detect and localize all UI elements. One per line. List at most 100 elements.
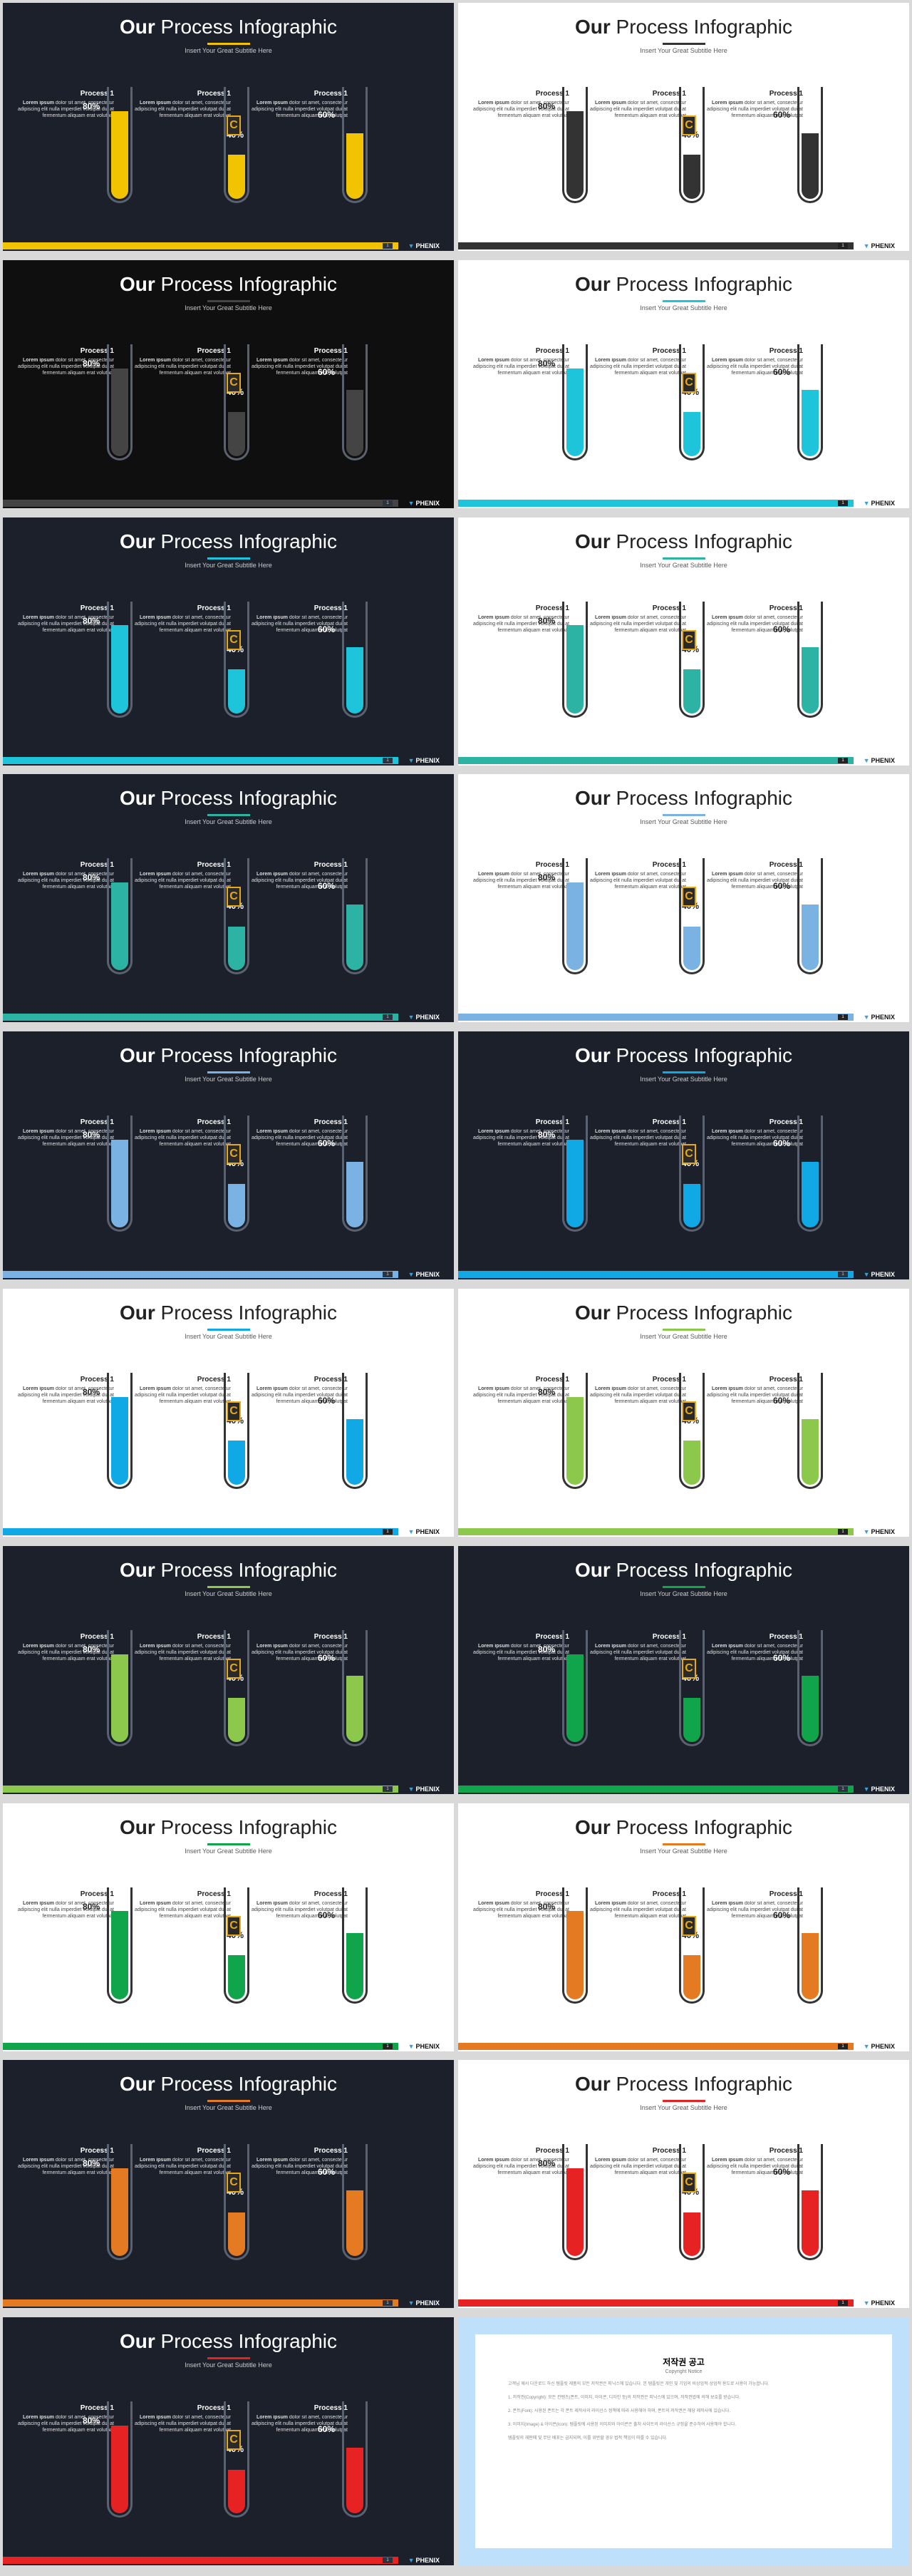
process-block-3: Process 1 Lorem ipsum dolor sit amet, con… (241, 90, 348, 119)
tube-fill (802, 2190, 819, 2257)
process-description: Lorem ipsum dolor sit amet, consectetur … (579, 871, 686, 890)
title-underline (207, 2357, 250, 2360)
logo-text: PHENIX (871, 1528, 895, 1535)
process-description: Lorem ipsum dolor sit amet, consectetur … (696, 2157, 803, 2176)
slide-9[interactable]: Our Process Infographic Insert Your Great… (3, 1031, 454, 1280)
process-title: Process 1 (80, 2404, 114, 2413)
process-title: Process 1 (769, 604, 803, 612)
slide-19[interactable]: Our Process Infographic Insert Your Great… (3, 2317, 454, 2566)
test-tube-3 (797, 1887, 823, 2004)
process-title: Process 1 (535, 604, 569, 612)
process-description: Lorem ipsum dolor sit amet, consectetur … (241, 871, 348, 890)
logo-text: PHENIX (415, 242, 440, 249)
title-bold: Our (574, 1558, 611, 1581)
slide-3[interactable]: Our Process Infographic Insert Your Great… (3, 259, 454, 508)
process-desc-bold: Lorem ipsum (23, 357, 54, 363)
slide-title: Our Process Infographic (458, 530, 909, 553)
process-desc-bold: Lorem ipsum (140, 2415, 171, 2421)
tube-fill (228, 669, 245, 713)
process-block-3: Process 1 Lorem ipsum dolor sit amet, con… (241, 1376, 348, 1405)
process-desc-bold: Lorem ipsum (712, 872, 743, 877)
test-tube-1 (562, 1629, 588, 1746)
phenix-bird-icon: ▼ (863, 499, 870, 507)
slide-17[interactable]: Our Process Infographic Insert Your Great… (3, 2060, 454, 2309)
process-block-3: Process 1 Lorem ipsum dolor sit amet, con… (696, 90, 803, 119)
test-tube-2 (224, 1629, 249, 1746)
process-desc-bold: Lorem ipsum (140, 1900, 171, 1906)
slide-2[interactable]: Our Process Infographic Insert Your Great… (458, 3, 909, 251)
process-description: Lorem ipsum dolor sit amet, consectetur … (696, 1386, 803, 1405)
test-tube-3 (797, 601, 823, 718)
process-desc-bold: Lorem ipsum (140, 614, 171, 620)
test-tube-3 (342, 87, 368, 203)
process-desc-text: dolor sit amet, consectetur adipiscing e… (706, 101, 803, 118)
phenix-bird-icon: ▼ (408, 2557, 415, 2565)
slide-12[interactable]: Our Process Infographic Insert Your Great… (458, 1289, 909, 1537)
percent-label-1: 80% (83, 615, 100, 626)
logo-text: PHENIX (871, 499, 895, 507)
percent-label-1: 80% (538, 1130, 556, 1140)
process-block-1: Process 1 Lorem ipsum dolor sit amet, con… (7, 2404, 114, 2433)
tube-fill (228, 1698, 245, 1742)
process-desc-text: dolor sit amet, consectetur adipiscing e… (134, 872, 231, 890)
process-description: Lorem ipsum dolor sit amet, consectetur … (462, 614, 569, 634)
logo: ▼ PHENIX (408, 1271, 440, 1278)
slide-6[interactable]: Our Process Infographic Insert Your Great… (458, 517, 909, 766)
process-block-1: Process 1 Lorem ipsum dolor sit amet, con… (7, 1633, 114, 1662)
slide-13[interactable]: Our Process Infographic Insert Your Great… (3, 1545, 454, 1794)
process-description: Lorem ipsum dolor sit amet, consectetur … (7, 100, 114, 119)
process-block-1: Process 1 Lorem ipsum dolor sit amet, con… (462, 604, 569, 634)
process-block-1: Process 1 Lorem ipsum dolor sit amet, con… (462, 1376, 569, 1405)
process-title: Process 1 (80, 1118, 114, 1127)
page-number: 1 (838, 1272, 848, 1278)
process-block-1: Process 1 Lorem ipsum dolor sit amet, con… (462, 90, 569, 119)
process-title: Process 1 (652, 346, 686, 355)
accent-bar (3, 2042, 398, 2050)
process-title: Process 1 (652, 1118, 686, 1127)
logo: ▼ PHENIX (864, 500, 895, 507)
process-description: Lorem ipsum dolor sit amet, consectetur … (696, 1900, 803, 1920)
process-title: Process 1 (80, 1376, 114, 1384)
process-desc-text: dolor sit amet, consectetur adipiscing e… (472, 872, 569, 890)
logo-text: PHENIX (871, 242, 895, 249)
process-title: Process 1 (769, 1376, 803, 1384)
process-desc-bold: Lorem ipsum (256, 2415, 288, 2421)
slide-5[interactable]: Our Process Infographic Insert Your Great… (3, 517, 454, 766)
process-desc-text: dolor sit amet, consectetur adipiscing e… (251, 872, 348, 890)
process-description: Lorem ipsum dolor sit amet, consectetur … (462, 871, 569, 890)
slide-16[interactable]: Our Process Infographic Insert Your Great… (458, 1803, 909, 2051)
slide-10[interactable]: Our Process Infographic Insert Your Great… (458, 1031, 909, 1280)
logo-text: PHENIX (415, 1271, 440, 1279)
title-underline (662, 1071, 705, 1074)
process-title: Process 1 (769, 1890, 803, 1898)
slide-4[interactable]: Our Process Infographic Insert Your Great… (458, 259, 909, 508)
slide-footer: 1 ▼ PHENIX (3, 2298, 454, 2308)
process-desc-bold: Lorem ipsum (712, 1643, 743, 1649)
tube-fill (566, 1654, 584, 1742)
slide-1[interactable]: Our Process Infographic Insert Your Great… (3, 3, 454, 251)
badge-c-icon: C (227, 1915, 241, 1936)
slide-15[interactable]: Our Process Infographic Insert Your Great… (3, 1803, 454, 2051)
process-block-3: Process 1 Lorem ipsum dolor sit amet, con… (241, 861, 348, 890)
slide-title: Our Process Infographic (458, 1044, 909, 1067)
badge-c-icon: C (227, 2173, 241, 2193)
slide-18[interactable]: Our Process Infographic Insert Your Great… (458, 2060, 909, 2309)
process-desc-text: dolor sit amet, consectetur adipiscing e… (17, 101, 114, 118)
slide-8[interactable]: Our Process Infographic Insert Your Great… (458, 774, 909, 1023)
process-desc-text: dolor sit amet, consectetur adipiscing e… (251, 1900, 348, 1919)
slide-title: Our Process Infographic (458, 2073, 909, 2096)
process-block-3: Process 1 Lorem ipsum dolor sit amet, con… (696, 1890, 803, 1920)
slide-11[interactable]: Our Process Infographic Insert Your Great… (3, 1289, 454, 1537)
process-desc-bold: Lorem ipsum (478, 1129, 509, 1135)
process-block-2: Process 1 Lorem ipsum dolor sit amet, con… (124, 2147, 231, 2176)
slide-7[interactable]: Our Process Infographic Insert Your Great… (3, 774, 454, 1023)
title-rest: Process Infographic (616, 1815, 793, 1838)
test-tube-1 (107, 1116, 133, 1232)
process-desc-bold: Lorem ipsum (712, 1900, 743, 1906)
slide-14[interactable]: Our Process Infographic Insert Your Great… (458, 1545, 909, 1794)
process-block-2: Process 1 Lorem ipsum dolor sit amet, con… (579, 2147, 686, 2176)
process-desc-bold: Lorem ipsum (478, 357, 509, 363)
badge-c-icon: C (227, 1658, 241, 1679)
process-block-3: Process 1 Lorem ipsum dolor sit amet, con… (696, 1376, 803, 1405)
title-bold: Our (574, 530, 611, 552)
